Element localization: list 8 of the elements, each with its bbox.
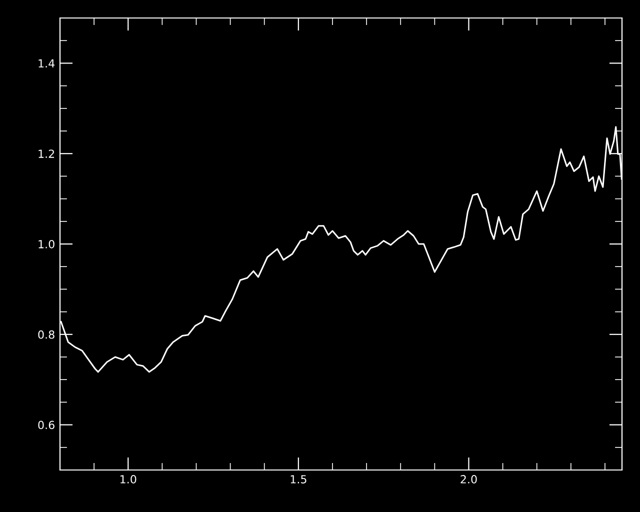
y-tick-label: 1.0 xyxy=(38,240,54,248)
x-tick-label: 1.5 xyxy=(290,475,306,484)
y-tick-label: 1.4 xyxy=(38,59,55,68)
y-tick-label: 1.2 xyxy=(38,150,54,158)
x-tick-label: 2.0 xyxy=(460,475,477,484)
y-tick-label: 0.8 xyxy=(38,330,54,339)
y-tick-label: 0.6 xyxy=(38,420,54,430)
x-tick-label: 1.0 xyxy=(120,475,136,484)
